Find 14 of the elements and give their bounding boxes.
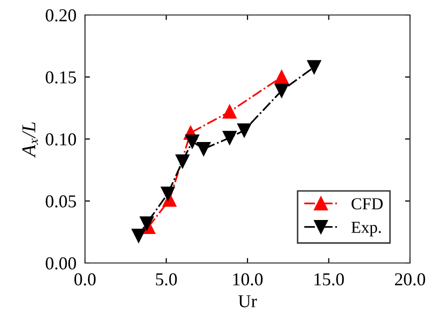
y-axis-title: A$_{x}$/L — [22, 122, 38, 158]
legend-label: Exp. — [351, 222, 381, 236]
x-tick-label: 0.0 — [74, 273, 96, 286]
x-tick-label: 5.0 — [156, 273, 177, 286]
y-tick-label: 0.05 — [46, 195, 76, 208]
legend-label: CFD — [352, 198, 383, 210]
y-tick-label: 0.10 — [46, 133, 76, 146]
y-tick-label: 0.00 — [46, 257, 76, 270]
y-tick-label: 0.20 — [46, 9, 76, 22]
x-tick-label: 20.0 — [394, 273, 426, 286]
y-tick-label: 0.15 — [46, 71, 76, 84]
x-axis-title: Ur — [238, 295, 257, 308]
x-tick-label: 10.0 — [233, 273, 263, 286]
x-tick-label: 15.0 — [314, 273, 344, 286]
